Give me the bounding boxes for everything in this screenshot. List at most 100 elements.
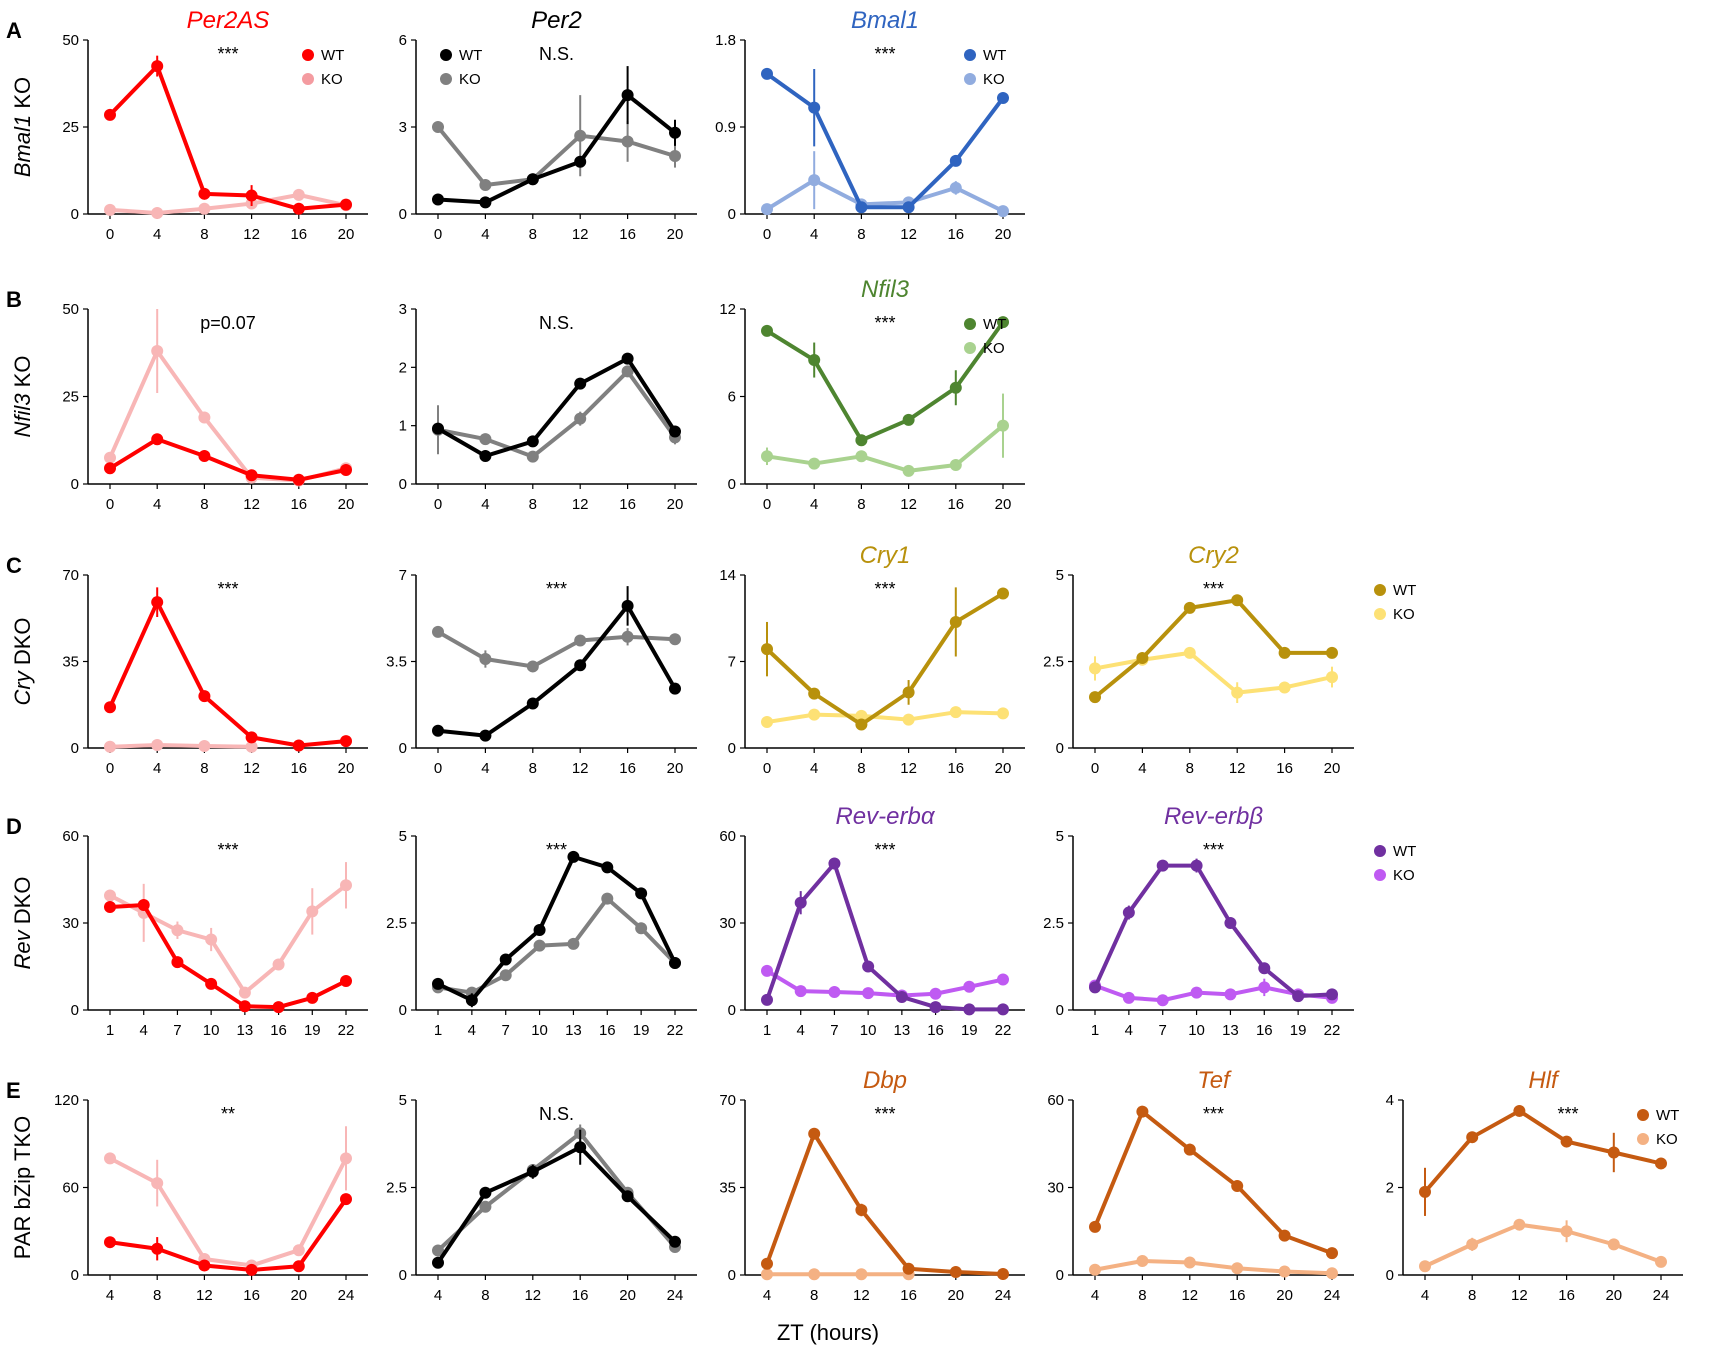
data-point-wt [526,1165,539,1178]
x-tick-label: 4 [1138,760,1146,777]
data-point-ko [198,411,211,424]
data-point-wt [949,381,962,394]
legend-label-wt: WT [983,47,1006,64]
series-line-wt [437,93,677,205]
series-line-wt [765,1131,1004,1276]
data-point-ko [104,451,116,464]
data-point-wt [761,643,773,656]
legend-label-wt: WT [1656,1107,1679,1124]
data-point-wt [1326,988,1338,1001]
data-point-ko [1190,986,1203,999]
data-point-ko [198,740,211,753]
y-tick-label: 30 [719,915,736,932]
x-tick-label: 10 [531,1022,548,1039]
x-tick-label: 20 [1276,1287,1293,1304]
data-point-ko [1607,1238,1620,1251]
chart-title: Rev-erbβ [1164,803,1263,830]
data-point-wt [245,731,258,744]
data-point-wt [761,1257,773,1270]
data-point-wt [808,1127,821,1140]
data-point-ko [963,980,976,993]
y-tick-label: 2 [399,359,407,376]
data-point-wt [574,659,587,672]
y-tick-label: 0 [399,206,407,223]
x-tick-label: 12 [1511,1287,1528,1304]
data-point-ko [104,740,116,753]
chart-title: Bmal1 [851,7,919,34]
x-tick-label: 4 [763,1287,771,1304]
significance-label: *** [1203,579,1224,599]
data-point-wt [292,1260,305,1273]
y-tick-label: 60 [62,828,79,845]
data-point-wt [198,690,211,703]
y-tick-label: 30 [1047,1180,1064,1197]
x-tick-label: 24 [1653,1287,1670,1304]
data-point-wt [902,201,915,214]
data-point-wt [1607,1146,1620,1159]
x-tick-label: 16 [1256,1022,1273,1039]
data-point-ko [635,922,648,935]
data-point-ko [949,706,962,719]
data-point-wt [828,857,841,870]
significance-label: *** [874,840,895,860]
x-tick-label: 7 [830,1022,838,1039]
x-tick-label: 12 [196,1287,213,1304]
x-tick-label: 13 [1222,1022,1239,1039]
x-tick-label: 8 [481,1287,489,1304]
legend-marker-wt [964,49,976,61]
data-point-wt [997,92,1009,104]
y-tick-label: 5 [399,1092,407,1109]
data-point-ko [1224,988,1237,1001]
y-tick-label: 50 [62,301,79,318]
legend-marker-ko [302,73,314,85]
x-tick-label: 16 [947,226,964,243]
legend-label-wt: WT [459,47,482,64]
significance-label: *** [1203,1104,1224,1124]
data-point-wt [151,433,164,446]
data-point-wt [340,464,352,476]
data-point-ko [104,1152,116,1165]
chart-title: Tef [1197,1067,1232,1094]
y-tick-label: 5 [1056,567,1064,584]
series-line-ko [109,192,347,215]
x-tick-label: 16 [947,496,964,513]
data-point-ko [1560,1225,1573,1238]
series-line-wt [1093,1109,1333,1256]
data-point-wt [808,354,821,367]
x-tick-label: 20 [995,496,1012,513]
data-point-wt [104,901,116,914]
x-tick-label: 0 [106,226,114,243]
significance-label: *** [874,313,895,333]
data-point-ko [1231,1262,1244,1275]
data-point-ko [621,135,634,148]
legend-label-wt: WT [1393,843,1416,860]
data-point-wt [862,960,875,973]
series-line-wt [436,356,677,458]
x-tick-label: 16 [290,226,307,243]
x-tick-label: 8 [1138,1287,1146,1304]
data-point-wt [902,686,915,699]
significance-label: *** [1557,1104,1578,1124]
x-tick-label: 12 [572,760,589,777]
data-point-wt [104,1236,116,1249]
x-tick-label: 22 [667,1022,684,1039]
x-tick-label: 16 [1229,1287,1246,1304]
row-label-text: DKO [10,617,35,665]
data-point-wt [1156,859,1169,872]
series-line-wt [765,591,1005,727]
x-tick-label: 8 [529,496,537,513]
data-point-wt [902,1262,915,1275]
x-tick-label: 0 [763,226,771,243]
data-point-wt [205,977,218,990]
series-line-ko [437,369,677,459]
data-point-wt [1292,990,1305,1003]
x-tick-label: 16 [619,760,636,777]
y-tick-label: 0 [728,1267,736,1284]
data-point-ko [808,174,821,187]
y-tick-label: 3 [399,119,407,136]
data-point-wt [292,202,305,215]
y-tick-label: 0 [399,740,407,757]
data-point-ko [1136,1255,1149,1267]
data-point-wt [526,173,539,186]
data-point-wt [669,425,681,438]
